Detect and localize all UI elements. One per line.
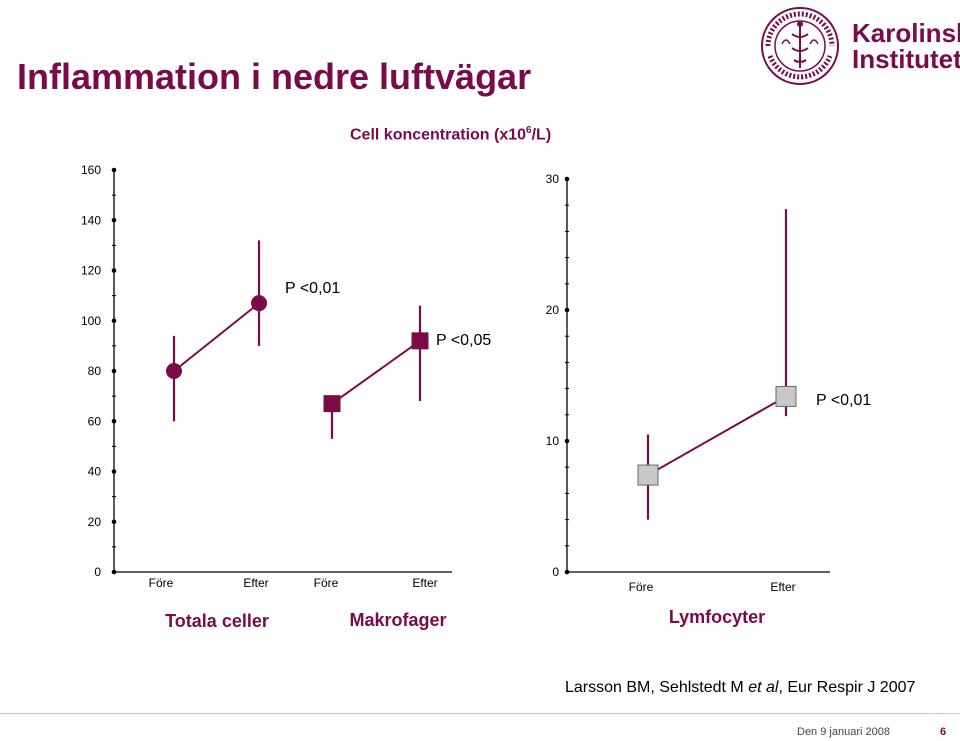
p-value-label: P <0,01	[816, 392, 871, 409]
category-label: Före	[149, 576, 174, 590]
y-tick-dot	[564, 307, 570, 313]
category-label: Efter	[770, 580, 795, 594]
y-tick-dot	[111, 318, 117, 324]
group-label: Makrofager	[349, 610, 446, 630]
series-line	[331, 340, 421, 405]
footer-date: Den 9 januari 2008	[797, 726, 890, 738]
p-value-label: P <0,05	[436, 332, 491, 349]
subtitle-sup: 6	[526, 125, 532, 136]
y-tick-dot	[111, 268, 117, 273]
category-label: Efter	[243, 576, 268, 590]
series-line	[173, 302, 260, 372]
y-tick-dot	[111, 418, 117, 424]
data-point-circle	[251, 295, 267, 312]
citation: Larsson BM, Sehlstedt M et al, Eur Respi…	[565, 679, 915, 697]
y-tick-label: 60	[88, 414, 102, 428]
citation-journal: , Eur Respir J 2007	[778, 679, 916, 696]
p-value-label: P <0,01	[285, 280, 340, 297]
y-tick-dot	[111, 368, 117, 374]
y-tick-dot	[564, 569, 570, 575]
y-tick-label: 0	[94, 565, 101, 579]
y-tick-label: 100	[81, 314, 101, 328]
y-tick-label: 20	[546, 303, 560, 317]
citation-authors: Larsson BM, Sehlstedt M	[565, 679, 749, 696]
y-tick-label: 140	[81, 213, 101, 227]
series-line	[647, 395, 787, 476]
data-point-square	[637, 464, 659, 486]
ki-wordmark-line1: Karolinska	[852, 18, 960, 48]
y-tick-label: 30	[546, 172, 560, 186]
y-tick-label: 10	[546, 434, 560, 448]
y-tick-dot	[111, 217, 117, 223]
subtitle-main: Cell koncentration (x10	[350, 126, 527, 144]
y-tick-dot	[111, 469, 117, 474]
chart-subtitle: Cell koncentration (x106/L)	[350, 125, 551, 144]
karolinska-logo	[752, 4, 957, 88]
category-label: Efter	[412, 576, 437, 590]
subtitle-end: /L)	[531, 126, 552, 144]
data-point-square	[323, 395, 341, 413]
ki-seal-icon	[761, 7, 839, 85]
ki-wordmark-line2: Institutet	[852, 44, 960, 74]
slide-title: Inflammation i nedre luftvägar	[17, 56, 532, 97]
y-tick-label: 0	[552, 565, 559, 579]
category-label: Före	[314, 576, 339, 590]
y-tick-dot	[111, 167, 117, 173]
data-point-square	[775, 385, 797, 407]
y-tick-label: 80	[88, 364, 102, 378]
footer-divider	[0, 713, 960, 714]
y-tick-label: 20	[88, 515, 102, 529]
group-label: Totala celler	[165, 611, 269, 631]
y-tick-label: 120	[81, 264, 101, 278]
y-tick-label: 40	[88, 465, 102, 479]
data-point-circle	[166, 363, 182, 379]
citation-etal: et al	[748, 679, 779, 696]
ki-wordmark: Karolinska Institutet	[852, 20, 960, 72]
category-label: Före	[629, 580, 654, 594]
y-tick-dot	[111, 519, 117, 525]
y-tick-dot	[564, 438, 570, 444]
y-tick-dot	[111, 569, 117, 575]
group-label: Lymfocyter	[669, 607, 765, 627]
data-point-square	[411, 332, 429, 350]
y-tick-label: 160	[81, 163, 101, 177]
page-number: 6	[940, 726, 947, 738]
y-tick-dot	[564, 176, 570, 182]
